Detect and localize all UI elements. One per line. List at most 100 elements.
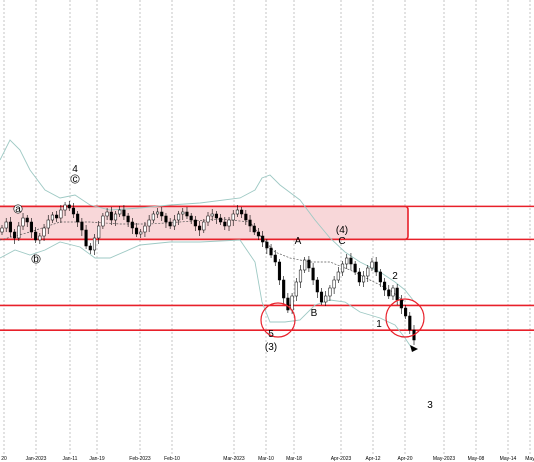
candle-body xyxy=(118,209,122,215)
candle-body xyxy=(399,299,403,309)
x-tick-label: Mar-10 xyxy=(258,456,274,462)
x-tick-label: 20 xyxy=(1,456,7,462)
candle-body xyxy=(277,261,282,281)
candle-body xyxy=(139,231,143,235)
candle-body xyxy=(193,219,197,227)
candle-body xyxy=(252,225,256,233)
x-tick-label: Mar-2023 xyxy=(223,456,245,462)
highlight-circles xyxy=(260,298,425,338)
candle-body xyxy=(172,219,176,227)
candle-body xyxy=(282,279,286,299)
candle-body xyxy=(151,213,155,221)
candle-body xyxy=(387,289,391,297)
candle-body xyxy=(168,221,172,227)
candle-body xyxy=(155,211,160,215)
candle-body xyxy=(80,221,84,231)
x-tick-label: Jan-11 xyxy=(63,456,78,462)
candle-body xyxy=(307,259,311,269)
candle-body xyxy=(29,221,33,233)
candle-body xyxy=(122,209,126,217)
x-tick-label: Jan-2023 xyxy=(26,456,47,462)
candle-body xyxy=(235,209,239,215)
bollinger-lower xyxy=(0,239,414,351)
candle-body xyxy=(383,281,387,291)
candle-body xyxy=(50,214,55,221)
candle-body xyxy=(269,247,273,256)
candle-body xyxy=(214,213,218,219)
candle-body xyxy=(202,221,206,231)
candle-body xyxy=(134,227,139,235)
wave-label-circle xyxy=(13,204,23,214)
candle-body xyxy=(67,204,71,209)
wave-label: a xyxy=(15,204,21,215)
candle-body xyxy=(231,213,235,221)
wave-label: A xyxy=(295,236,302,247)
candle-body xyxy=(311,267,315,281)
candle-body xyxy=(147,219,151,227)
x-axis-tick-labels: 20 Jan-2023 Jan-11 Jan-19 Feb-2023 Feb-10 Mar-… xyxy=(1,456,534,462)
candle-body xyxy=(408,315,412,331)
candle-body xyxy=(336,271,340,281)
candle-body xyxy=(185,211,189,217)
x-tick-label: Jan-19 xyxy=(89,456,105,462)
candle-body xyxy=(248,219,252,227)
candle-body xyxy=(21,217,25,227)
x-tick-label: Feb-10 xyxy=(164,456,180,462)
wave-label: 4 xyxy=(72,164,78,175)
candle-body xyxy=(160,211,164,217)
candle-body xyxy=(42,227,46,237)
candle-body xyxy=(361,275,366,283)
candle-body xyxy=(298,269,303,283)
candle-body xyxy=(340,263,345,273)
candle-body xyxy=(109,211,113,221)
candle-body xyxy=(404,307,408,317)
candle-body xyxy=(286,297,290,311)
wave-5-circle xyxy=(260,302,296,338)
candle-body xyxy=(319,291,324,303)
candles xyxy=(0,201,418,352)
candle-body xyxy=(391,287,395,297)
candle-body xyxy=(366,267,370,277)
candle-body xyxy=(63,204,67,211)
candle-body xyxy=(244,213,248,221)
candle-body xyxy=(164,215,168,223)
candle-body xyxy=(332,279,336,289)
candle-body xyxy=(345,257,349,265)
candle-body xyxy=(0,227,4,233)
candle-body xyxy=(210,213,214,217)
x-tick-label: Apr-20 xyxy=(397,456,412,462)
candle-body xyxy=(71,207,76,215)
candle-body xyxy=(84,229,88,247)
candle-body xyxy=(34,231,38,241)
candle-body xyxy=(256,231,261,237)
candle-body xyxy=(303,259,307,271)
candle-body xyxy=(374,261,378,273)
x-tick-label: Apr-12 xyxy=(365,456,380,462)
down-arrow xyxy=(410,345,418,352)
candle-body xyxy=(8,221,12,233)
x-tick-label: May-08 xyxy=(468,456,485,462)
wave-label: 3 xyxy=(427,400,433,411)
x-tick-label: Feb-2023 xyxy=(129,456,151,462)
candle-body xyxy=(328,287,332,297)
candle-body xyxy=(198,225,202,231)
wave-label: (4) xyxy=(336,225,348,236)
candle-body xyxy=(55,214,59,219)
x-tick-label: Mar-18 xyxy=(286,456,302,462)
candle-body xyxy=(17,225,21,239)
candle-body xyxy=(223,221,227,227)
moving-average xyxy=(0,218,406,303)
candle-body xyxy=(357,271,361,283)
bollinger-bands xyxy=(0,139,414,351)
candle-body xyxy=(294,281,298,297)
candle-body xyxy=(130,221,134,229)
candle-body xyxy=(4,221,8,229)
candle-body xyxy=(395,287,399,301)
candle-body xyxy=(206,215,210,223)
wave-label: C xyxy=(338,236,345,247)
candle-body xyxy=(265,241,269,249)
x-tick-label: May-14 xyxy=(500,456,517,462)
wave-label-circle xyxy=(70,174,80,184)
candle-body xyxy=(261,235,265,243)
